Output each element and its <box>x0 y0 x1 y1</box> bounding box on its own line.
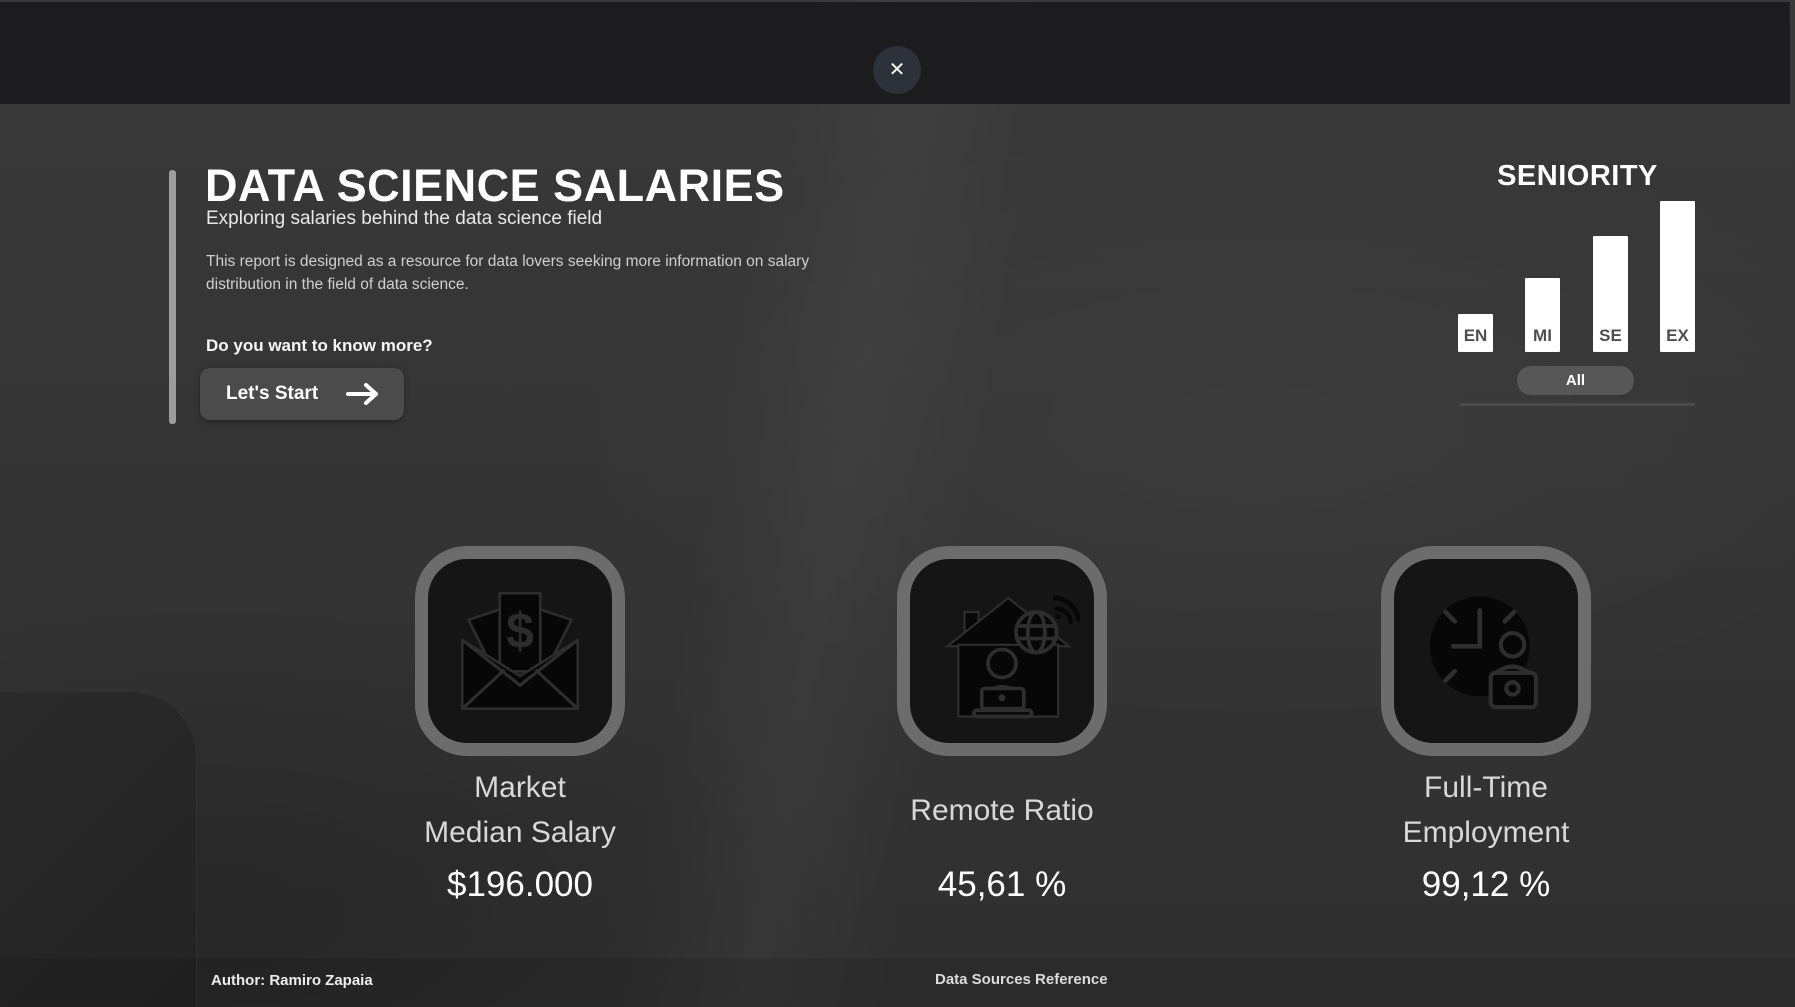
stat-card-remote-ratio: Remote Ratio 45,61 % <box>852 546 1152 905</box>
seniority-slicer: SENIORITY EN MI SE EX All <box>1440 160 1720 410</box>
card-value: $196.000 <box>447 865 593 904</box>
card-value: 99,12 % <box>1421 865 1551 904</box>
seniority-bar-en[interactable]: EN <box>1458 314 1493 352</box>
arrow-right-icon <box>346 383 378 405</box>
seniority-bar-se[interactable]: SE <box>1593 236 1628 352</box>
card-title: Market Median Salary <box>424 762 616 858</box>
description-line-1: This report is designed as a resource fo… <box>206 253 810 270</box>
seniority-title: SENIORITY <box>1497 160 1658 192</box>
remote-work-icon <box>897 546 1107 756</box>
card-title-line: Employment <box>1402 816 1570 849</box>
seniority-bars: EN MI SE EX <box>1458 199 1698 352</box>
card-title: Remote Ratio <box>910 762 1093 858</box>
seniority-all-button[interactable]: All <box>1517 366 1634 395</box>
seniority-bar-label: EX <box>1666 326 1689 345</box>
decorative-corner-panel <box>0 692 197 1007</box>
cta-question: Do you want to know more? <box>206 336 433 355</box>
lets-start-button[interactable]: Let's Start <box>200 368 404 420</box>
card-title: Full-Time Employment <box>1403 762 1570 858</box>
page-subtitle: Exploring salaries behind the data scien… <box>206 208 603 229</box>
card-title-line: Full-Time <box>1424 771 1548 804</box>
card-value: 45,61 % <box>937 865 1067 904</box>
seniority-bar-label: SE <box>1599 326 1622 345</box>
close-icon: ✕ <box>888 59 906 81</box>
seniority-bar-label: MI <box>1533 326 1552 345</box>
seniority-bar-mi[interactable]: MI <box>1525 278 1560 352</box>
svg-text:$: $ <box>506 603 534 659</box>
full-time-icon <box>1381 546 1591 756</box>
slicer-scrollbar[interactable] <box>1459 403 1695 406</box>
top-overlay-bar: ✕ <box>0 2 1790 104</box>
card-title-line: Median Salary <box>424 816 616 849</box>
data-sources-link[interactable]: Data Sources Reference <box>935 971 1108 988</box>
money-envelope-icon: $ <box>415 546 625 756</box>
seniority-bar-label: EN <box>1463 326 1488 345</box>
seniority-bar-ex[interactable]: EX <box>1660 201 1695 352</box>
lets-start-label: Let's Start <box>226 383 319 404</box>
author-credit: Author: Ramiro Zapaia <box>211 972 373 989</box>
page-title: DATA SCIENCE SALARIES <box>205 160 785 211</box>
stat-card-median-salary: $ Market Median Salary $196.000 <box>370 546 670 905</box>
description-text: This report is designed as a resource fo… <box>206 250 809 296</box>
card-title-line: Market <box>474 771 566 804</box>
description-line-2: distribution in the field of data scienc… <box>206 276 469 293</box>
close-button[interactable]: ✕ <box>873 46 921 94</box>
stat-card-full-time: Full-Time Employment 99,12 % <box>1336 546 1636 905</box>
card-title-line: Remote Ratio <box>910 793 1094 827</box>
title-accent-bar <box>169 170 176 424</box>
